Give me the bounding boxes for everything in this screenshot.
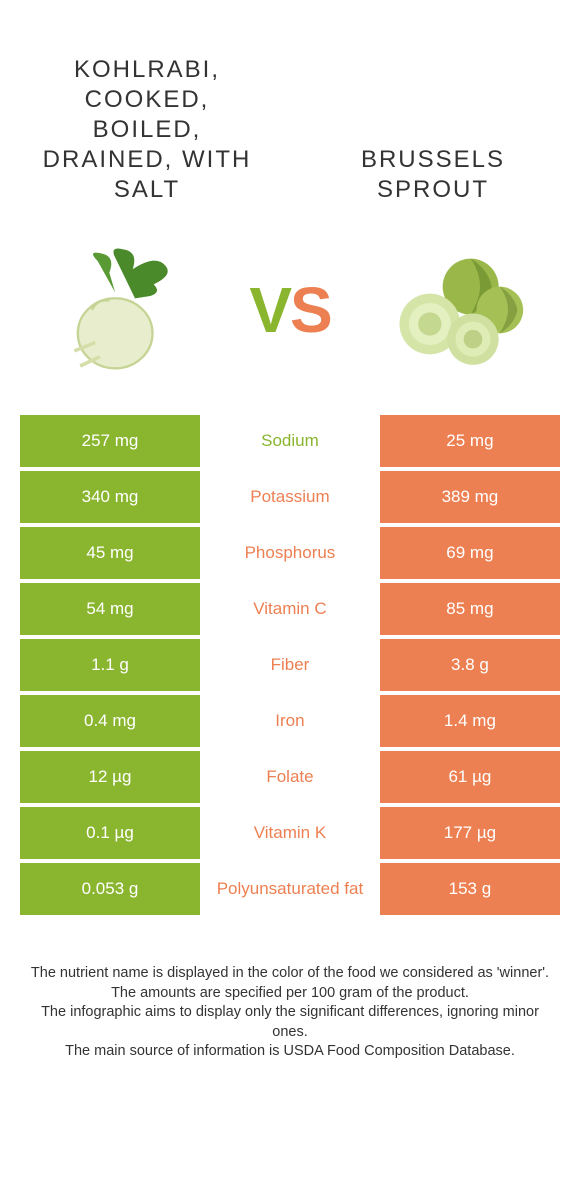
left-value: 45 mg: [20, 527, 200, 579]
footer-line-3: The infographic aims to display only the…: [30, 1003, 550, 1042]
right-food-title: Brussels sprout: [316, 145, 550, 205]
left-value: 54 mg: [20, 583, 200, 635]
footer-line-2: The amounts are specified per 100 gram o…: [30, 984, 550, 1004]
left-value: 340 mg: [20, 471, 200, 523]
right-value: 69 mg: [380, 527, 560, 579]
right-value: 25 mg: [380, 415, 560, 467]
left-value: 257 mg: [20, 415, 200, 467]
left-food-image: [30, 235, 212, 385]
table-row: 1.1 gFiber3.8 g: [20, 639, 560, 691]
left-value: 0.4 mg: [20, 695, 200, 747]
nutrient-name: Folate: [200, 751, 380, 803]
left-value: 0.1 µg: [20, 807, 200, 859]
table-row: 0.1 µgVitamin K177 µg: [20, 807, 560, 859]
vs-s-letter: S: [290, 273, 331, 347]
nutrient-name: Potassium: [200, 471, 380, 523]
footer-line-4: The main source of information is USDA F…: [30, 1042, 550, 1062]
nutrient-name: Phosphorus: [200, 527, 380, 579]
right-value: 61 µg: [380, 751, 560, 803]
right-value: 153 g: [380, 863, 560, 915]
table-row: 0.053 gPolyunsaturated fat153 g: [20, 863, 560, 915]
nutrient-name: Iron: [200, 695, 380, 747]
brussels-sprout-icon: [389, 240, 529, 380]
left-value: 1.1 g: [20, 639, 200, 691]
food-images-row: VS: [0, 215, 580, 415]
left-food-title: Kohlrabi, cooked, boiled, drained, with …: [30, 55, 264, 205]
nutrient-name: Polyunsaturated fat: [200, 863, 380, 915]
right-value: 389 mg: [380, 471, 560, 523]
table-row: 54 mgVitamin C85 mg: [20, 583, 560, 635]
right-value: 1.4 mg: [380, 695, 560, 747]
footer-notes: The nutrient name is displayed in the co…: [0, 919, 580, 1062]
nutrient-name: Fiber: [200, 639, 380, 691]
left-value: 12 µg: [20, 751, 200, 803]
nutrient-name: Sodium: [200, 415, 380, 467]
header: Kohlrabi, cooked, boiled, drained, with …: [0, 0, 580, 215]
table-row: 45 mgPhosphorus69 mg: [20, 527, 560, 579]
right-value: 85 mg: [380, 583, 560, 635]
right-value: 177 µg: [380, 807, 560, 859]
left-value: 0.053 g: [20, 863, 200, 915]
table-row: 340 mgPotassium389 mg: [20, 471, 560, 523]
comparison-table: 257 mgSodium25 mg340 mgPotassium389 mg45…: [0, 415, 580, 915]
table-row: 0.4 mgIron1.4 mg: [20, 695, 560, 747]
right-food-image: [368, 235, 550, 385]
nutrient-name: Vitamin C: [200, 583, 380, 635]
footer-line-1: The nutrient name is displayed in the co…: [30, 964, 550, 984]
vs-v-letter: V: [249, 273, 290, 347]
table-row: 257 mgSodium25 mg: [20, 415, 560, 467]
table-row: 12 µgFolate61 µg: [20, 751, 560, 803]
nutrient-name: Vitamin K: [200, 807, 380, 859]
right-value: 3.8 g: [380, 639, 560, 691]
kohlrabi-icon: [51, 240, 191, 380]
vs-label: VS: [249, 273, 330, 347]
